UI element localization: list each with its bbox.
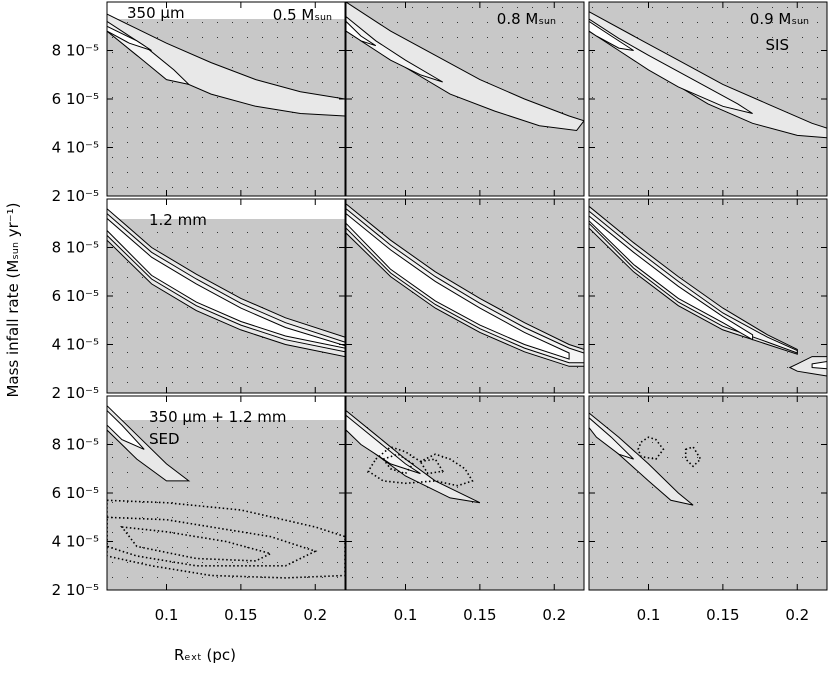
- contours: [107, 208, 345, 358]
- contour: [381, 453, 415, 475]
- y-tick-label: 2 10⁻⁵: [52, 187, 99, 205]
- y-tick-label: 4 10⁻⁵: [52, 336, 99, 354]
- x-tick-label: 0.1: [394, 606, 418, 624]
- contour: [811, 360, 827, 370]
- contour: [589, 205, 798, 355]
- y-tick-label: 6 10⁻⁵: [52, 90, 99, 108]
- x-tick-label: 0.2: [542, 606, 566, 624]
- contour: [589, 20, 634, 51]
- y-tick-label: 2 10⁻⁵: [52, 384, 99, 402]
- panel-dots: [589, 199, 827, 393]
- y-tick-label: 8 10⁻⁵: [52, 436, 99, 454]
- y-tick-label: 6 10⁻⁵: [52, 484, 99, 502]
- contour: [107, 405, 191, 482]
- contours: [346, 2, 584, 132]
- contours: [346, 409, 481, 504]
- contour: [589, 215, 754, 341]
- panel-annotation: SIS: [766, 36, 789, 54]
- contour: [346, 203, 584, 367]
- panel-annotation: 350 μm + 1.2 mm: [149, 408, 287, 426]
- label-strip: [107, 396, 345, 420]
- panel-dots: [346, 396, 584, 590]
- contour: [107, 409, 145, 450]
- contours: [589, 412, 702, 506]
- panel-annotation: 1.2 mm: [149, 211, 207, 229]
- y-tick-label: 4 10⁻⁵: [52, 533, 99, 551]
- contour: [107, 208, 345, 358]
- contour: [589, 210, 798, 354]
- panel-annotation: 0.5 Mₛᵤₙ: [273, 6, 332, 24]
- contour: [346, 212, 570, 360]
- y-tick-label: 6 10⁻⁵: [52, 287, 99, 305]
- contours: [107, 405, 345, 579]
- x-tick-label: 0.15: [463, 606, 496, 624]
- y-tick-label: 2 10⁻⁵: [52, 581, 99, 599]
- y-axis-label: Mass infall rate (Mₛᵤₙ yr⁻¹): [4, 202, 22, 397]
- y-tick-label: 8 10⁻⁵: [52, 239, 99, 257]
- contours: [107, 13, 345, 117]
- contour: [346, 20, 377, 47]
- contour: [589, 18, 753, 114]
- contours: [346, 203, 584, 367]
- y-tick-label: 4 10⁻⁵: [52, 139, 99, 157]
- label-strip: [107, 199, 345, 219]
- contour: [419, 458, 445, 475]
- contour: [107, 25, 152, 51]
- x-tick-label: 0.2: [303, 606, 327, 624]
- contour: [346, 208, 584, 364]
- x-tick-label: 0.2: [785, 606, 809, 624]
- contour: [346, 414, 421, 475]
- y-tick-label: 8 10⁻⁵: [52, 42, 99, 60]
- contour: [589, 417, 634, 460]
- panel-dots: [589, 396, 827, 590]
- contours: [589, 11, 827, 139]
- x-tick-label: 0.15: [706, 606, 739, 624]
- x-tick-label: 0.1: [637, 606, 661, 624]
- contour: [107, 499, 345, 579]
- panel-annotation: SED: [149, 430, 180, 448]
- contour: [107, 516, 318, 567]
- x-tick-label: 0.1: [155, 606, 179, 624]
- contour: [788, 356, 827, 377]
- panel-annotation: 0.9 Mₛᵤₙ: [750, 10, 809, 28]
- panel-annotation: 0.8 Mₛᵤₙ: [497, 10, 556, 28]
- contour: [107, 217, 345, 349]
- x-axis-label: Rₑₓₜ (pc): [174, 646, 236, 664]
- panel-annotation: 350 μm: [127, 4, 185, 22]
- contour: [684, 445, 702, 468]
- x-tick-label: 0.15: [224, 606, 257, 624]
- contours: [589, 205, 827, 377]
